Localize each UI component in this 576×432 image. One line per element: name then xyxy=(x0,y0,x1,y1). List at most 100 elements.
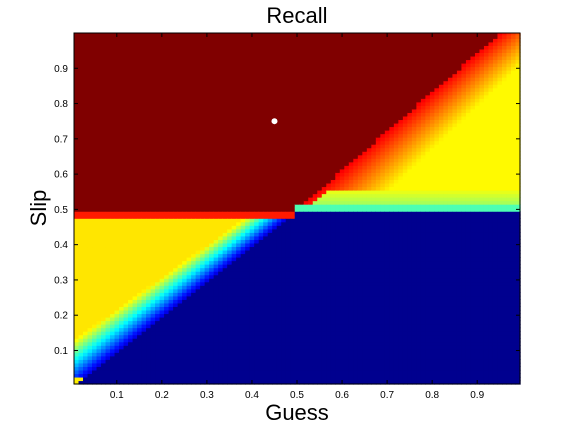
heatmap-cell xyxy=(191,137,197,142)
heatmap-cell xyxy=(150,380,156,385)
heatmap-cell xyxy=(263,369,269,375)
heatmap-cell xyxy=(177,122,183,128)
heatmap-cell xyxy=(200,274,206,279)
heatmap-cell xyxy=(168,80,174,85)
heatmap-cell xyxy=(231,200,237,205)
heatmap-cell xyxy=(240,242,246,248)
heatmap-cell xyxy=(231,55,237,61)
heatmap-cell xyxy=(267,197,273,202)
heatmap-cell xyxy=(231,228,237,233)
heatmap-cell xyxy=(105,362,111,367)
heatmap-cell xyxy=(110,45,116,50)
heatmap-cell xyxy=(191,334,197,339)
heatmap-cell xyxy=(150,302,156,307)
heatmap-cell xyxy=(123,309,129,315)
heatmap-cell xyxy=(164,147,170,152)
heatmap-cell xyxy=(249,179,255,184)
heatmap-cell xyxy=(267,133,273,138)
heatmap-cell xyxy=(159,94,165,99)
heatmap-cell xyxy=(146,154,152,159)
heatmap-cell xyxy=(168,331,174,336)
heatmap-cell xyxy=(245,253,251,258)
heatmap-cell xyxy=(290,207,296,212)
heatmap-cell xyxy=(105,189,111,195)
heatmap-cell xyxy=(83,267,89,272)
heatmap-cell xyxy=(123,239,129,244)
heatmap-cell xyxy=(119,235,125,240)
heatmap-cell xyxy=(137,161,143,166)
heatmap-cell xyxy=(218,264,224,269)
heatmap-cell xyxy=(249,137,255,142)
heatmap-cell xyxy=(290,59,296,64)
heatmap-cell xyxy=(92,239,98,244)
heatmap-cell xyxy=(132,66,138,71)
heatmap-cell xyxy=(150,193,156,198)
heatmap-cell xyxy=(168,309,174,315)
heatmap-cell xyxy=(101,137,107,142)
heatmap-cell xyxy=(231,172,237,177)
heatmap-cell xyxy=(78,331,84,336)
heatmap-cell xyxy=(249,225,255,230)
heatmap-cell xyxy=(218,59,224,64)
heatmap-cell xyxy=(222,94,228,99)
heatmap-cell xyxy=(195,70,201,75)
heatmap-cell xyxy=(218,260,224,265)
heatmap-cell xyxy=(173,334,179,339)
heatmap-cell xyxy=(263,48,269,53)
heatmap-cell xyxy=(168,87,174,92)
heatmap-cell xyxy=(119,249,125,255)
heatmap-cell xyxy=(150,359,156,364)
heatmap-cell xyxy=(182,34,188,39)
heatmap-cell xyxy=(105,122,111,128)
heatmap-cell xyxy=(213,182,219,188)
heatmap-cell xyxy=(119,341,125,346)
heatmap-cell xyxy=(285,242,291,248)
heatmap-cell xyxy=(173,278,179,283)
heatmap-cell xyxy=(173,66,179,71)
heatmap-cell xyxy=(249,38,255,43)
heatmap-cell xyxy=(177,80,183,85)
heatmap-cell xyxy=(137,306,143,311)
heatmap-cell xyxy=(78,41,84,46)
heatmap-cell xyxy=(110,77,116,82)
heatmap-cell xyxy=(267,327,273,332)
heatmap-cell xyxy=(276,211,282,216)
heatmap-cell xyxy=(182,278,188,283)
heatmap-cell xyxy=(155,115,161,121)
heatmap-cell xyxy=(114,84,120,89)
heatmap-cell xyxy=(186,249,192,255)
heatmap-cell xyxy=(290,133,296,138)
heatmap-cell xyxy=(146,207,152,212)
heatmap-cell xyxy=(123,331,129,336)
heatmap-cell xyxy=(123,348,129,353)
heatmap-cell xyxy=(231,98,237,103)
heatmap-cell xyxy=(141,182,147,188)
heatmap-cell xyxy=(96,271,102,276)
heatmap-cell xyxy=(245,281,251,286)
heatmap-cell xyxy=(92,221,98,226)
heatmap-cell xyxy=(191,211,197,216)
heatmap-cell xyxy=(231,119,237,124)
heatmap-cell xyxy=(240,295,246,300)
heatmap-cell xyxy=(92,48,98,53)
heatmap-cell xyxy=(195,331,201,336)
heatmap-cell xyxy=(213,101,219,106)
heatmap-cell xyxy=(182,316,188,322)
heatmap-cell xyxy=(227,62,233,68)
heatmap-cell xyxy=(245,271,251,276)
heatmap-cell xyxy=(267,341,273,346)
heatmap-cell xyxy=(132,228,138,233)
heatmap-cell xyxy=(96,345,102,350)
heatmap-cell xyxy=(173,34,179,39)
heatmap-cell xyxy=(227,331,233,336)
heatmap-cell xyxy=(200,200,206,205)
heatmap-cell xyxy=(101,341,107,346)
heatmap-cell xyxy=(87,239,93,244)
heatmap-cell xyxy=(240,137,246,142)
heatmap-cell xyxy=(218,112,224,117)
heatmap-cell xyxy=(92,271,98,276)
heatmap-cell xyxy=(114,94,120,99)
heatmap-cell xyxy=(177,77,183,82)
heatmap-cell xyxy=(173,147,179,152)
heatmap-cell xyxy=(258,204,264,209)
